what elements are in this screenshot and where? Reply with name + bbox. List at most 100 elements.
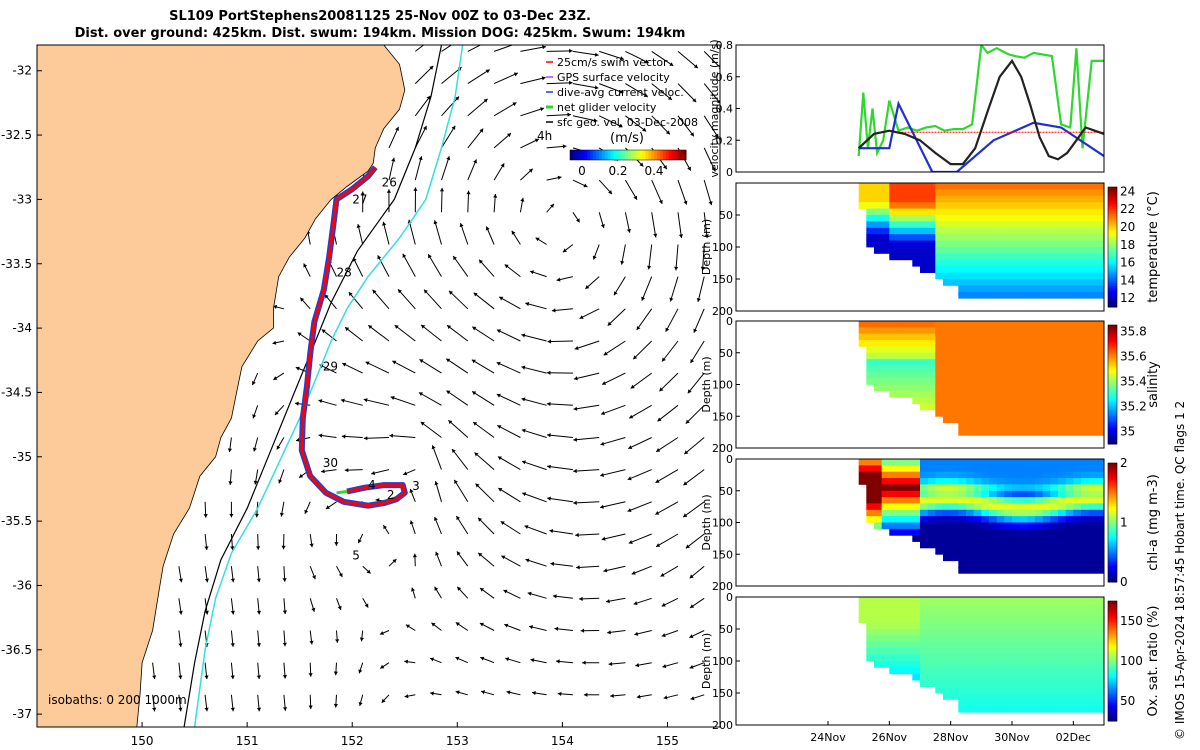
chla-cell xyxy=(1058,465,1067,473)
current-vector-head xyxy=(311,607,316,612)
temperature-cell xyxy=(1012,189,1021,197)
salinity-cell xyxy=(989,384,998,392)
chla-cell xyxy=(881,522,890,530)
salinity-cell xyxy=(1004,397,1013,404)
current-vector-head xyxy=(575,532,579,538)
current-vector-head xyxy=(358,702,363,706)
salinity-cell xyxy=(1081,397,1090,404)
salinity-cell xyxy=(958,390,967,398)
chla-cell xyxy=(996,560,1005,568)
current-vector-head xyxy=(431,622,436,627)
current-vector-head xyxy=(641,296,646,301)
chla-cell xyxy=(1042,465,1051,473)
oxygen-cell xyxy=(1058,693,1067,700)
temperature-colorbar-tick: 16 xyxy=(1120,256,1135,270)
oxygen-cell xyxy=(1088,629,1097,636)
salinity-cell xyxy=(973,378,982,385)
chla-cell xyxy=(1065,522,1074,530)
oxygen-cell xyxy=(935,680,944,687)
current-vector-head xyxy=(474,452,479,457)
current-vector xyxy=(472,326,495,342)
oxygen-cell xyxy=(1004,693,1013,700)
oxygen-cell xyxy=(989,603,998,611)
chla-cell xyxy=(935,541,944,549)
current-vector xyxy=(703,147,716,172)
chla-cell xyxy=(981,471,990,479)
salinity-cell xyxy=(966,346,975,354)
temperature-cell xyxy=(1073,279,1082,286)
salinity-cell xyxy=(920,352,929,360)
y-tick-label: -32 xyxy=(12,64,32,78)
oxygen-y-tick-label: 150 xyxy=(712,687,733,700)
salinity-y-tick-label: 200 xyxy=(712,442,733,455)
current-vector-head xyxy=(511,230,516,235)
chla-cell xyxy=(935,535,944,542)
oxygen-cell xyxy=(1027,661,1036,668)
oxygen-cell xyxy=(920,629,929,636)
temperature-cell xyxy=(966,202,975,209)
salinity-cell xyxy=(1019,340,1028,347)
oxygen-cell xyxy=(981,635,990,643)
current-vector xyxy=(363,398,390,406)
temperature-cell xyxy=(981,285,990,293)
salinity-colorbar-cell xyxy=(1108,417,1117,421)
oxygen-cell xyxy=(1035,654,1044,662)
salinity-cell xyxy=(897,390,906,398)
current-vector-head xyxy=(501,555,506,560)
oxygen-colorbar-cell xyxy=(1108,665,1117,669)
oxygen-cell xyxy=(989,629,998,636)
current-vector-head xyxy=(333,671,338,676)
temperature-cell xyxy=(874,240,883,248)
current-vector-head xyxy=(583,692,588,697)
current-vector-head xyxy=(633,355,638,360)
velocity-y-tick-label: 0.8 xyxy=(716,39,734,52)
temperature-cell xyxy=(981,183,990,190)
temperature-cell xyxy=(935,227,944,235)
chla-colorbar-cell xyxy=(1108,563,1117,566)
oxygen-cell xyxy=(973,648,982,655)
chla-cell xyxy=(1004,478,1013,485)
chla-cell xyxy=(973,535,982,542)
temperature-cell xyxy=(1088,189,1097,197)
chla-cell xyxy=(920,541,929,549)
chla-cell xyxy=(927,497,936,504)
chla-cell xyxy=(1088,567,1097,574)
oxygen-cell xyxy=(1035,680,1044,687)
chla-cell xyxy=(958,567,967,574)
chla-cell xyxy=(1065,541,1074,549)
temperature-cell xyxy=(1096,240,1105,248)
salinity-cell xyxy=(912,352,921,360)
chla-cell xyxy=(935,497,944,504)
colorbar-cell xyxy=(593,150,597,160)
chla-cell xyxy=(1027,567,1036,574)
oxygen-cell xyxy=(927,680,936,687)
salinity-cell xyxy=(950,365,959,373)
current-vector-head xyxy=(669,297,674,302)
temperature-cell xyxy=(1081,195,1090,203)
salinity-cell xyxy=(1050,346,1059,354)
current-vector xyxy=(546,114,572,117)
salinity-cell xyxy=(912,346,921,354)
oxygen-cell xyxy=(1081,699,1090,707)
chla-cell xyxy=(1019,465,1028,473)
salinity-colorbar-cell xyxy=(1108,348,1117,352)
salinity-cell xyxy=(874,333,883,341)
oxygen-cell xyxy=(1065,609,1074,617)
chla-cell xyxy=(1096,471,1105,479)
current-vector-head xyxy=(479,622,484,627)
salinity-cell xyxy=(927,352,936,360)
chla-cell xyxy=(935,503,944,511)
current-vector-head xyxy=(683,513,688,518)
salinity-cell xyxy=(920,340,929,347)
chla-cell xyxy=(904,509,913,517)
chla-cell xyxy=(1050,459,1059,466)
salinity-cell xyxy=(1004,340,1013,347)
chla-cell xyxy=(920,516,929,523)
current-vector-head xyxy=(411,587,415,592)
oxygen-cell xyxy=(1012,667,1021,675)
chla-y-tick-label: 100 xyxy=(712,517,733,530)
velocity-plot-area xyxy=(857,45,1104,172)
chla-cell xyxy=(973,478,982,485)
time-x-tick-label: 30Nov xyxy=(994,731,1030,744)
salinity-cell xyxy=(973,371,982,379)
